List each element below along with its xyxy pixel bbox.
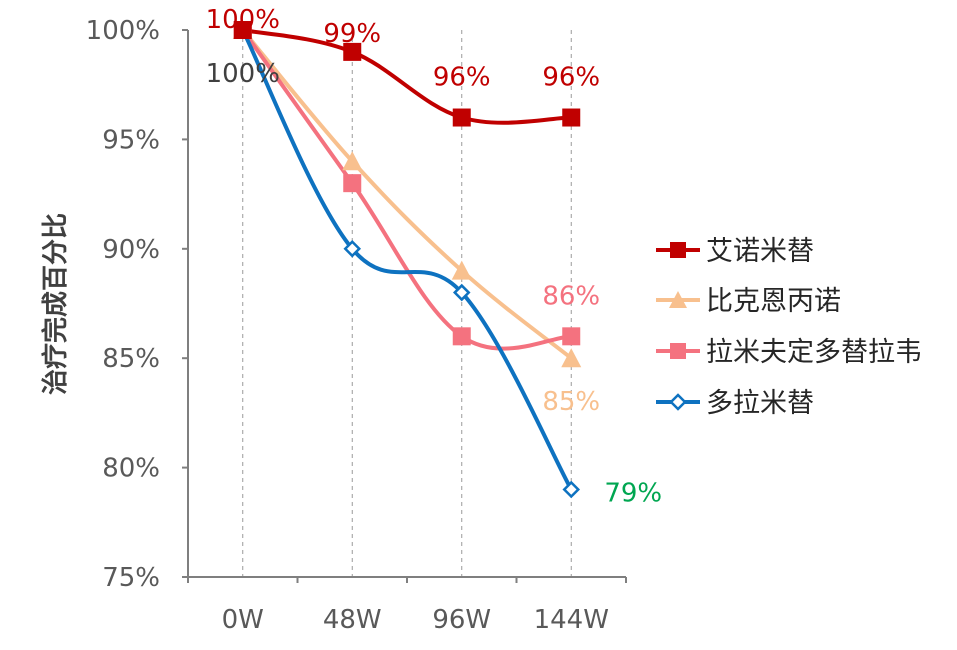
x-tick-label: 144W	[534, 605, 609, 635]
series-line	[240, 28, 574, 351]
y-tick-labels: 75% 80% 85% 90% 95% 100%	[86, 16, 160, 593]
x-tick-labels: 0W 48W 96W 144W	[222, 605, 609, 635]
data-point-marker	[451, 260, 472, 280]
legend-label: 拉米夫定多替拉韦	[706, 337, 922, 368]
data-point-marker	[233, 21, 252, 39]
data-label: 100%	[206, 5, 280, 35]
data-point-marker	[452, 283, 471, 302]
data-point-marker	[561, 348, 582, 368]
data-point-marker	[562, 327, 581, 346]
data-label: 85%	[542, 387, 600, 417]
y-tick-label: 80%	[102, 454, 160, 484]
legend-swatch-marker	[670, 242, 686, 258]
vertical-guides	[242, 30, 572, 577]
data-label: 96%	[542, 63, 600, 93]
legend-swatch-marker	[669, 393, 687, 411]
y-axis-title: 治疗完成百分比	[40, 213, 71, 395]
axes	[182, 29, 627, 583]
data-point-marker	[452, 108, 471, 127]
legend-label: 比克恩丙诺	[706, 286, 841, 317]
data-point-marker	[343, 240, 362, 258]
legend-label: 多拉米替	[706, 388, 814, 419]
data-label: 86%	[542, 281, 600, 311]
data-point-marker	[343, 174, 362, 193]
series-line	[240, 28, 574, 361]
data-label: 99%	[323, 19, 381, 49]
legend-swatch-marker	[670, 343, 686, 359]
legend-swatch-marker	[669, 291, 687, 308]
series-line	[240, 28, 574, 492]
y-tick-label: 90%	[102, 235, 160, 265]
series-markers	[232, 20, 582, 499]
data-label: 79%	[604, 478, 662, 508]
data-label: 100%	[206, 59, 280, 89]
series-lines	[240, 28, 574, 492]
data-point-marker	[342, 151, 363, 171]
data-label: 96%	[433, 63, 491, 93]
x-tick-label: 48W	[323, 605, 382, 635]
data-labels: 100% 99% 96% 96% 100% 86% 85% 79%	[206, 5, 663, 508]
data-point-marker	[452, 327, 471, 346]
series-line	[240, 28, 574, 125]
y-tick-label: 75%	[102, 563, 160, 593]
y-tick-label: 95%	[102, 125, 160, 155]
y-tick-label: 85%	[102, 344, 160, 374]
data-point-marker	[562, 480, 581, 499]
data-point-marker	[343, 42, 362, 61]
data-point-marker	[562, 108, 581, 127]
x-tick-label: 96W	[432, 605, 491, 635]
x-tick-label: 0W	[222, 605, 264, 635]
y-tick-label: 100%	[86, 16, 160, 46]
legend-label: 艾诺米替	[706, 236, 814, 267]
